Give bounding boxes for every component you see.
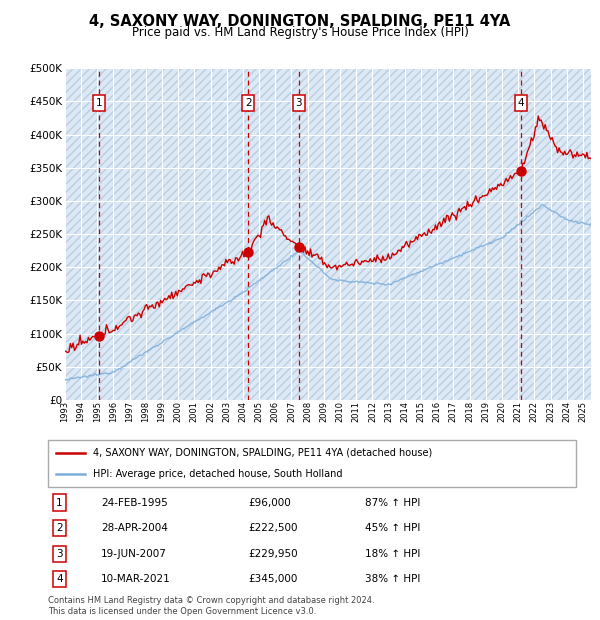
Text: £96,000: £96,000	[248, 498, 292, 508]
Text: 4, SAXONY WAY, DONINGTON, SPALDING, PE11 4YA: 4, SAXONY WAY, DONINGTON, SPALDING, PE11…	[89, 14, 511, 29]
Text: Price paid vs. HM Land Registry's House Price Index (HPI): Price paid vs. HM Land Registry's House …	[131, 26, 469, 39]
Text: 87% ↑ HPI: 87% ↑ HPI	[365, 498, 420, 508]
Text: £229,950: £229,950	[248, 549, 298, 559]
Text: 4: 4	[56, 574, 63, 584]
Text: 1: 1	[56, 498, 63, 508]
Text: 18% ↑ HPI: 18% ↑ HPI	[365, 549, 420, 559]
Text: 2: 2	[245, 98, 251, 108]
Text: 4: 4	[518, 98, 524, 108]
Text: 28-APR-2004: 28-APR-2004	[101, 523, 167, 533]
Text: 2: 2	[56, 523, 63, 533]
Text: 1: 1	[96, 98, 103, 108]
Text: 3: 3	[296, 98, 302, 108]
Text: 3: 3	[56, 549, 63, 559]
Text: 10-MAR-2021: 10-MAR-2021	[101, 574, 170, 584]
Text: Contains HM Land Registry data © Crown copyright and database right 2024.
This d: Contains HM Land Registry data © Crown c…	[48, 596, 374, 616]
Text: 4, SAXONY WAY, DONINGTON, SPALDING, PE11 4YA (detached house): 4, SAXONY WAY, DONINGTON, SPALDING, PE11…	[93, 448, 432, 458]
Text: 45% ↑ HPI: 45% ↑ HPI	[365, 523, 420, 533]
Text: 38% ↑ HPI: 38% ↑ HPI	[365, 574, 420, 584]
Text: HPI: Average price, detached house, South Holland: HPI: Average price, detached house, Sout…	[93, 469, 343, 479]
Text: 19-JUN-2007: 19-JUN-2007	[101, 549, 167, 559]
Text: £345,000: £345,000	[248, 574, 298, 584]
Text: 24-FEB-1995: 24-FEB-1995	[101, 498, 167, 508]
Text: £222,500: £222,500	[248, 523, 298, 533]
